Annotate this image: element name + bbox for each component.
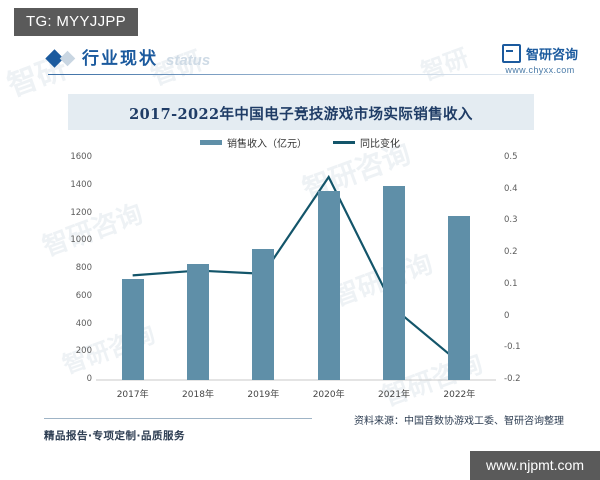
chart-bar (252, 248, 275, 380)
brand-name: 智研咨询 (525, 48, 578, 63)
y-axis-left-tick: 1000 (70, 235, 92, 246)
x-axis-tick: 2022年 (443, 390, 476, 400)
x-axis-tick: 2019年 (247, 390, 280, 400)
chart-line-series (132, 174, 461, 364)
diamond-shadow-icon (59, 50, 76, 67)
y-axis-right-tick: -0.1 (504, 342, 521, 353)
y-axis-left-tick: 1200 (70, 207, 92, 218)
y-axis-left-tick: 1600 (70, 152, 92, 162)
footer-tagline: 精品报告·专项定制·品质服务 (44, 430, 185, 442)
x-axis-tick: 2018年 (182, 390, 214, 400)
chart-bar (383, 185, 405, 380)
x-axis-tick: 2020年 (312, 390, 345, 400)
chart-legend: 销售收入（亿元） 同比变化 (0, 134, 600, 150)
y-axis-right-tick: 0.1 (504, 278, 518, 289)
section-header: 行业现状 status (45, 44, 552, 78)
y-axis-left-tick: 0 (86, 374, 92, 384)
chart-bar (187, 264, 209, 380)
y-axis-right-tick: 0.2 (504, 247, 518, 258)
x-axis-tick: 2017年 (116, 390, 149, 400)
y-axis-left-tick: 400 (75, 318, 92, 329)
y-axis-left-tick: 1400 (70, 179, 92, 190)
legend-item-line: 同比变化 (333, 135, 400, 150)
legend-item-bar: 销售收入（亿元） (200, 135, 307, 150)
legend-swatch-bar-icon (200, 139, 222, 145)
section-title: 行业现状 (82, 49, 158, 69)
tg-watermark-badge: TG: MYYJJPP (14, 8, 138, 36)
x-axis-tick: 2021年 (378, 390, 410, 400)
footer-source: 资料来源：中国音数协游戏工委、智研咨询整理 (354, 416, 564, 427)
brand-url: www.chyxx.com (505, 65, 575, 75)
chart-title-band: 2017-2022年中国电子竞技游戏市场实际销售收入 (68, 94, 534, 130)
section-divider (48, 74, 552, 75)
chart-bar (121, 278, 144, 380)
chart-bar (317, 190, 340, 380)
y-axis-left-tick: 800 (75, 263, 92, 273)
section-subtitle: status (166, 52, 211, 69)
legend-label-bar: 销售收入（亿元） (227, 138, 307, 150)
y-axis-right-tick: 0.5 (504, 152, 518, 162)
brand-mark-icon (501, 44, 521, 63)
y-axis-right-tick: -0.2 (504, 374, 521, 384)
chart-title: 2017-2022年中国电子竞技游戏市场实际销售收入 (129, 106, 473, 123)
y-axis-left-tick: 200 (75, 346, 92, 357)
legend-swatch-line-icon (333, 140, 355, 144)
y-axis-left-tick: 600 (75, 290, 92, 301)
chart-bar (448, 216, 471, 380)
y-axis-right-tick: 0.3 (504, 215, 518, 226)
y-axis-right-tick: 0.4 (504, 183, 518, 194)
y-axis-right-tick: 0 (504, 310, 510, 321)
njpmt-watermark-badge: www.njpmt.com (469, 451, 600, 480)
brand-logo: 智研咨询 www.chyxx.com (501, 44, 578, 75)
legend-label-line: 同比变化 (360, 138, 400, 150)
footer-divider (44, 418, 312, 419)
